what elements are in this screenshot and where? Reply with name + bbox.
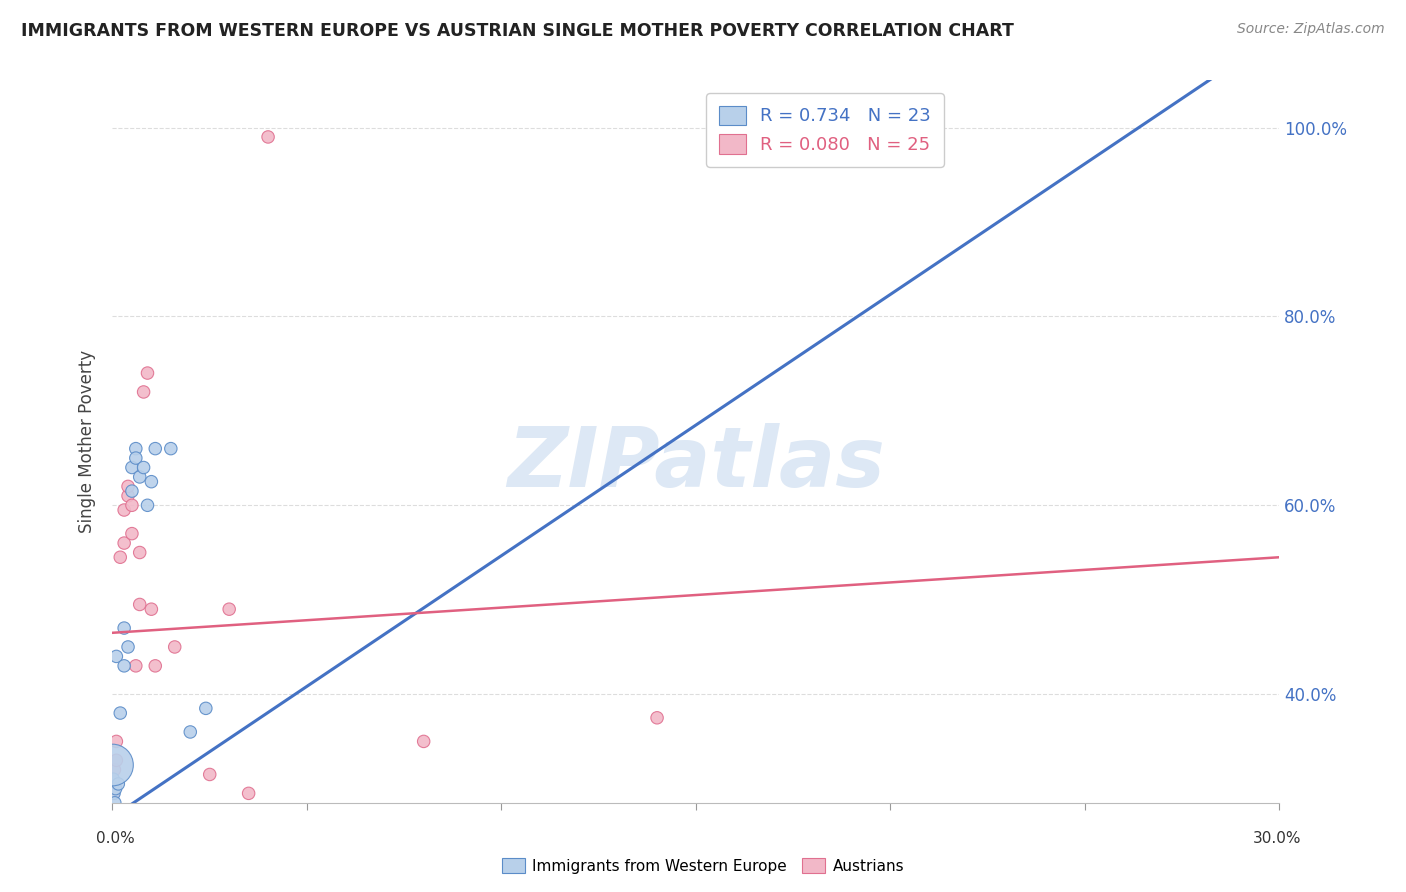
Point: [103, 772, 125, 787]
Point: [198, 767, 221, 781]
Point: [121, 498, 143, 512]
Point: [143, 442, 166, 456]
Point: [163, 640, 186, 654]
Point: [128, 470, 150, 484]
Point: [645, 711, 668, 725]
Point: [112, 536, 135, 550]
Point: [103, 786, 125, 800]
Point: [179, 725, 201, 739]
Point: [257, 130, 280, 145]
Point: [117, 640, 139, 654]
Point: [412, 734, 434, 748]
Point: [121, 526, 143, 541]
Point: [125, 451, 148, 466]
Legend: R = 0.734   N = 23, R = 0.080   N = 25: R = 0.734 N = 23, R = 0.080 N = 25: [706, 93, 943, 167]
Point: [136, 366, 159, 380]
Point: [121, 460, 143, 475]
Point: [141, 475, 163, 489]
Point: [104, 796, 127, 810]
Point: [117, 489, 139, 503]
Legend: Immigrants from Western Europe, Austrians: Immigrants from Western Europe, Austrian…: [495, 852, 911, 880]
Point: [103, 763, 125, 777]
Text: ZIPatlas: ZIPatlas: [508, 423, 884, 504]
Y-axis label: Single Mother Poverty: Single Mother Poverty: [77, 350, 96, 533]
Point: [141, 602, 163, 616]
Point: [112, 658, 135, 673]
Point: [128, 598, 150, 612]
Point: [105, 734, 128, 748]
Point: [136, 498, 159, 512]
Point: [143, 658, 166, 673]
Point: [238, 786, 260, 800]
Point: [132, 384, 155, 399]
Text: Source: ZipAtlas.com: Source: ZipAtlas.com: [1237, 22, 1385, 37]
Point: [121, 484, 143, 499]
Point: [128, 545, 150, 559]
Point: [101, 758, 124, 772]
Point: [110, 550, 132, 565]
Point: [125, 442, 148, 456]
Point: [117, 479, 139, 493]
Point: [194, 701, 217, 715]
Point: [107, 777, 129, 791]
Point: [125, 658, 148, 673]
Point: [112, 503, 135, 517]
Point: [112, 621, 135, 635]
Point: [218, 602, 240, 616]
Point: [105, 649, 128, 664]
Point: [104, 781, 127, 796]
Point: [110, 706, 132, 720]
Text: IMMIGRANTS FROM WESTERN EUROPE VS AUSTRIAN SINGLE MOTHER POVERTY CORRELATION CHA: IMMIGRANTS FROM WESTERN EUROPE VS AUSTRI…: [21, 22, 1014, 40]
Text: 30.0%: 30.0%: [1253, 831, 1301, 846]
Point: [103, 786, 125, 800]
Point: [105, 753, 128, 767]
Text: 0.0%: 0.0%: [96, 831, 135, 846]
Point: [132, 460, 155, 475]
Point: [160, 442, 183, 456]
